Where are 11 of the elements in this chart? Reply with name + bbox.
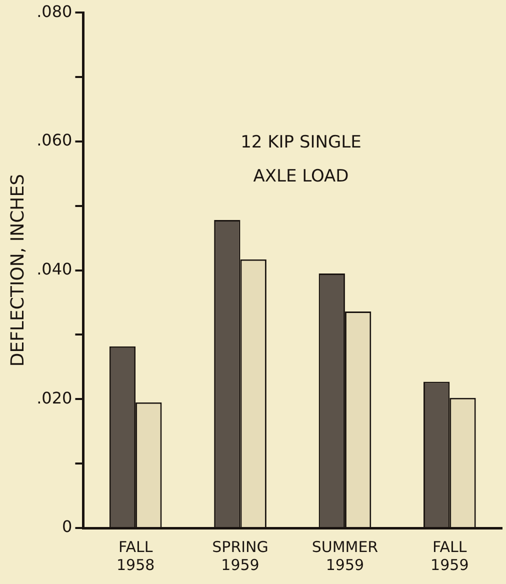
x-tick-label: FALL 1959 [430,538,469,574]
x-tick-label: FALL 1958 [116,538,155,574]
y-axis-title: DEFLECTION, INCHES [7,174,28,367]
y-tick-label: .020 [36,388,72,408]
y-tick-label: .040 [36,259,72,278]
x-tick-label: SUMMER 1959 [312,538,378,574]
y-tick-label: 0 [62,517,72,536]
y-tick-label: .060 [36,130,72,150]
x-tick-label: SPRING 1959 [212,538,268,574]
annotation: 12 KIP SINGLE AXLE LOAD [240,132,362,187]
y-tick-label: .080 [36,2,72,21]
